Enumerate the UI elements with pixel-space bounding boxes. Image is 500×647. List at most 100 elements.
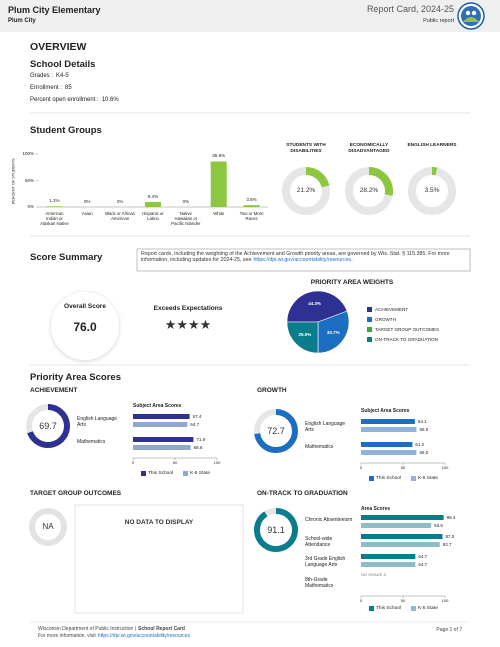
report-title: Report Card, 2024-25 bbox=[366, 4, 454, 14]
rating: Exceeds Expectations bbox=[153, 305, 223, 312]
legend-label: K-5 State bbox=[418, 605, 438, 611]
detail-label: Grades : bbox=[30, 73, 54, 79]
donut-value: 3.5% bbox=[424, 187, 440, 194]
legend-swatch bbox=[369, 476, 374, 481]
footer-line: Wisconsin Department of Public Instructi… bbox=[38, 626, 185, 632]
legend-swatch bbox=[367, 317, 372, 322]
y-tick-label: 0% bbox=[27, 204, 34, 209]
x-tick-label: American Indian or Alaskan Native bbox=[40, 211, 69, 227]
area-title: TARGET GROUP OUTCOMES bbox=[30, 490, 122, 497]
bar bbox=[361, 523, 432, 528]
value-label: 0% bbox=[116, 199, 124, 204]
footer-more: For more information, visit bbox=[38, 633, 96, 639]
legend-swatch bbox=[411, 606, 416, 611]
note-link[interactable]: https://dpi.wi.gov/accountability/resour… bbox=[253, 257, 352, 264]
section-heading: School Details bbox=[30, 59, 96, 70]
overall-score: 76.0 bbox=[73, 320, 97, 334]
area-title: ON-TRACK TO GRADUATION bbox=[257, 490, 348, 497]
donut-value: 28.2% bbox=[359, 187, 379, 194]
donut-label: STUDENTS WITH DISABILITIES bbox=[286, 143, 326, 154]
note-box bbox=[136, 248, 471, 272]
area-score: 69.7 bbox=[39, 420, 57, 431]
x-tick-label: 0 bbox=[131, 460, 135, 465]
value-label: 67.4 bbox=[192, 413, 202, 419]
bar bbox=[361, 442, 413, 447]
legend-label: TARGET GROUP OUTCOMES bbox=[375, 326, 440, 332]
pie-label: 30.7% bbox=[326, 329, 340, 335]
pie-title: PRIORITY AREA WEIGHTS bbox=[310, 279, 394, 286]
value-label: 83.5 bbox=[434, 522, 443, 528]
overview-heading: OVERVIEW bbox=[30, 41, 87, 53]
overall-score-circle bbox=[51, 292, 119, 360]
value-label: 85.9% bbox=[212, 153, 226, 159]
value-label: 61.2 bbox=[415, 441, 425, 447]
chart-title: Area Scores bbox=[361, 506, 391, 512]
section-heading: Student Groups bbox=[30, 125, 102, 136]
x-tick-label: 100 bbox=[213, 460, 221, 465]
value-label: 97.0 bbox=[445, 533, 455, 539]
legend-swatch bbox=[369, 606, 374, 611]
legend-swatch bbox=[141, 471, 146, 476]
bar bbox=[361, 542, 440, 547]
x-tick-label: 100 bbox=[441, 465, 449, 470]
area-title: ACHIEVEMENT bbox=[30, 387, 78, 394]
x-tick-label: Hispanic or Latino bbox=[142, 211, 164, 222]
category-label: Mathematics bbox=[305, 444, 334, 450]
detail-value: 85 bbox=[65, 85, 72, 91]
x-tick-label: Native Hawaiian or Pacific Islander bbox=[171, 211, 201, 227]
bar bbox=[243, 205, 260, 207]
school-name: Plum City Elementary bbox=[8, 5, 101, 15]
detail-value: 10.6% bbox=[101, 97, 119, 103]
legend-label: This School bbox=[148, 470, 174, 476]
note-end: . bbox=[351, 257, 353, 264]
area-title: GROWTH bbox=[257, 387, 287, 394]
pie-label: 25.0% bbox=[298, 332, 312, 338]
bar bbox=[133, 437, 194, 442]
category-label: English Language Arts bbox=[305, 421, 346, 433]
na-ring bbox=[29, 508, 67, 546]
footer-org: Wisconsin Department of Public Instructi… bbox=[38, 626, 137, 632]
legend-label: This School bbox=[376, 605, 402, 611]
no-data-message: NO DATA TO DISPLAY bbox=[124, 519, 194, 526]
y-tick-label: 50% bbox=[24, 177, 34, 183]
note-text: Report cards, including the weighting of… bbox=[141, 251, 467, 264]
bar bbox=[361, 554, 416, 559]
bar bbox=[361, 419, 415, 424]
donut-label: ECONOMICALLY DISADVANTAGED bbox=[348, 143, 390, 154]
area-score: NA bbox=[42, 522, 54, 531]
value-label: 66.0 bbox=[419, 449, 429, 455]
bar bbox=[133, 445, 191, 450]
x-tick-label: 0 bbox=[359, 465, 363, 470]
category-label: English Language Arts bbox=[77, 416, 118, 428]
donut-value: 21.2% bbox=[296, 187, 316, 194]
area-score: 72.7 bbox=[267, 425, 285, 436]
legend-swatch bbox=[367, 307, 372, 312]
x-tick-label: 50 bbox=[400, 465, 406, 470]
legend-label: ACHIEVEMENT bbox=[375, 306, 409, 312]
footer-line: For more information, visit https://dpi.w… bbox=[38, 633, 190, 639]
y-axis-label: PERCENT OF STUDENTS bbox=[11, 158, 16, 205]
bar bbox=[361, 534, 443, 539]
y-tick-label: 100% bbox=[22, 151, 34, 156]
pie-slice bbox=[317, 310, 350, 354]
value-label: 93.7 bbox=[442, 541, 452, 547]
donut-arc bbox=[254, 409, 298, 453]
overall-score-label: Overall Score bbox=[64, 303, 106, 310]
pie-label: 44.3% bbox=[308, 300, 322, 306]
donut-arc bbox=[305, 167, 330, 188]
rating-stars: ★★★★ bbox=[164, 317, 212, 332]
missing-label: NO GRADE 8 bbox=[361, 572, 386, 577]
legend-swatch bbox=[411, 476, 416, 481]
value-label: 3.5% bbox=[246, 197, 257, 203]
page-number: Page 1 of 7 bbox=[436, 627, 462, 633]
value-label: 9.4% bbox=[147, 194, 159, 200]
donut-label: ENGLISH LEARNERS bbox=[407, 143, 457, 148]
section-heading: Priority Area Scores bbox=[30, 372, 121, 383]
value-label: 98.4 bbox=[446, 514, 456, 520]
footer-link[interactable]: https://dpi.wi.gov/accountability/resour… bbox=[97, 633, 191, 639]
x-tick-label: White bbox=[213, 211, 225, 216]
x-tick-label: Asian bbox=[81, 211, 93, 216]
detail-row: Percent open enrollment :10.6% bbox=[30, 97, 119, 104]
legend-label: K-5 State bbox=[190, 470, 210, 476]
